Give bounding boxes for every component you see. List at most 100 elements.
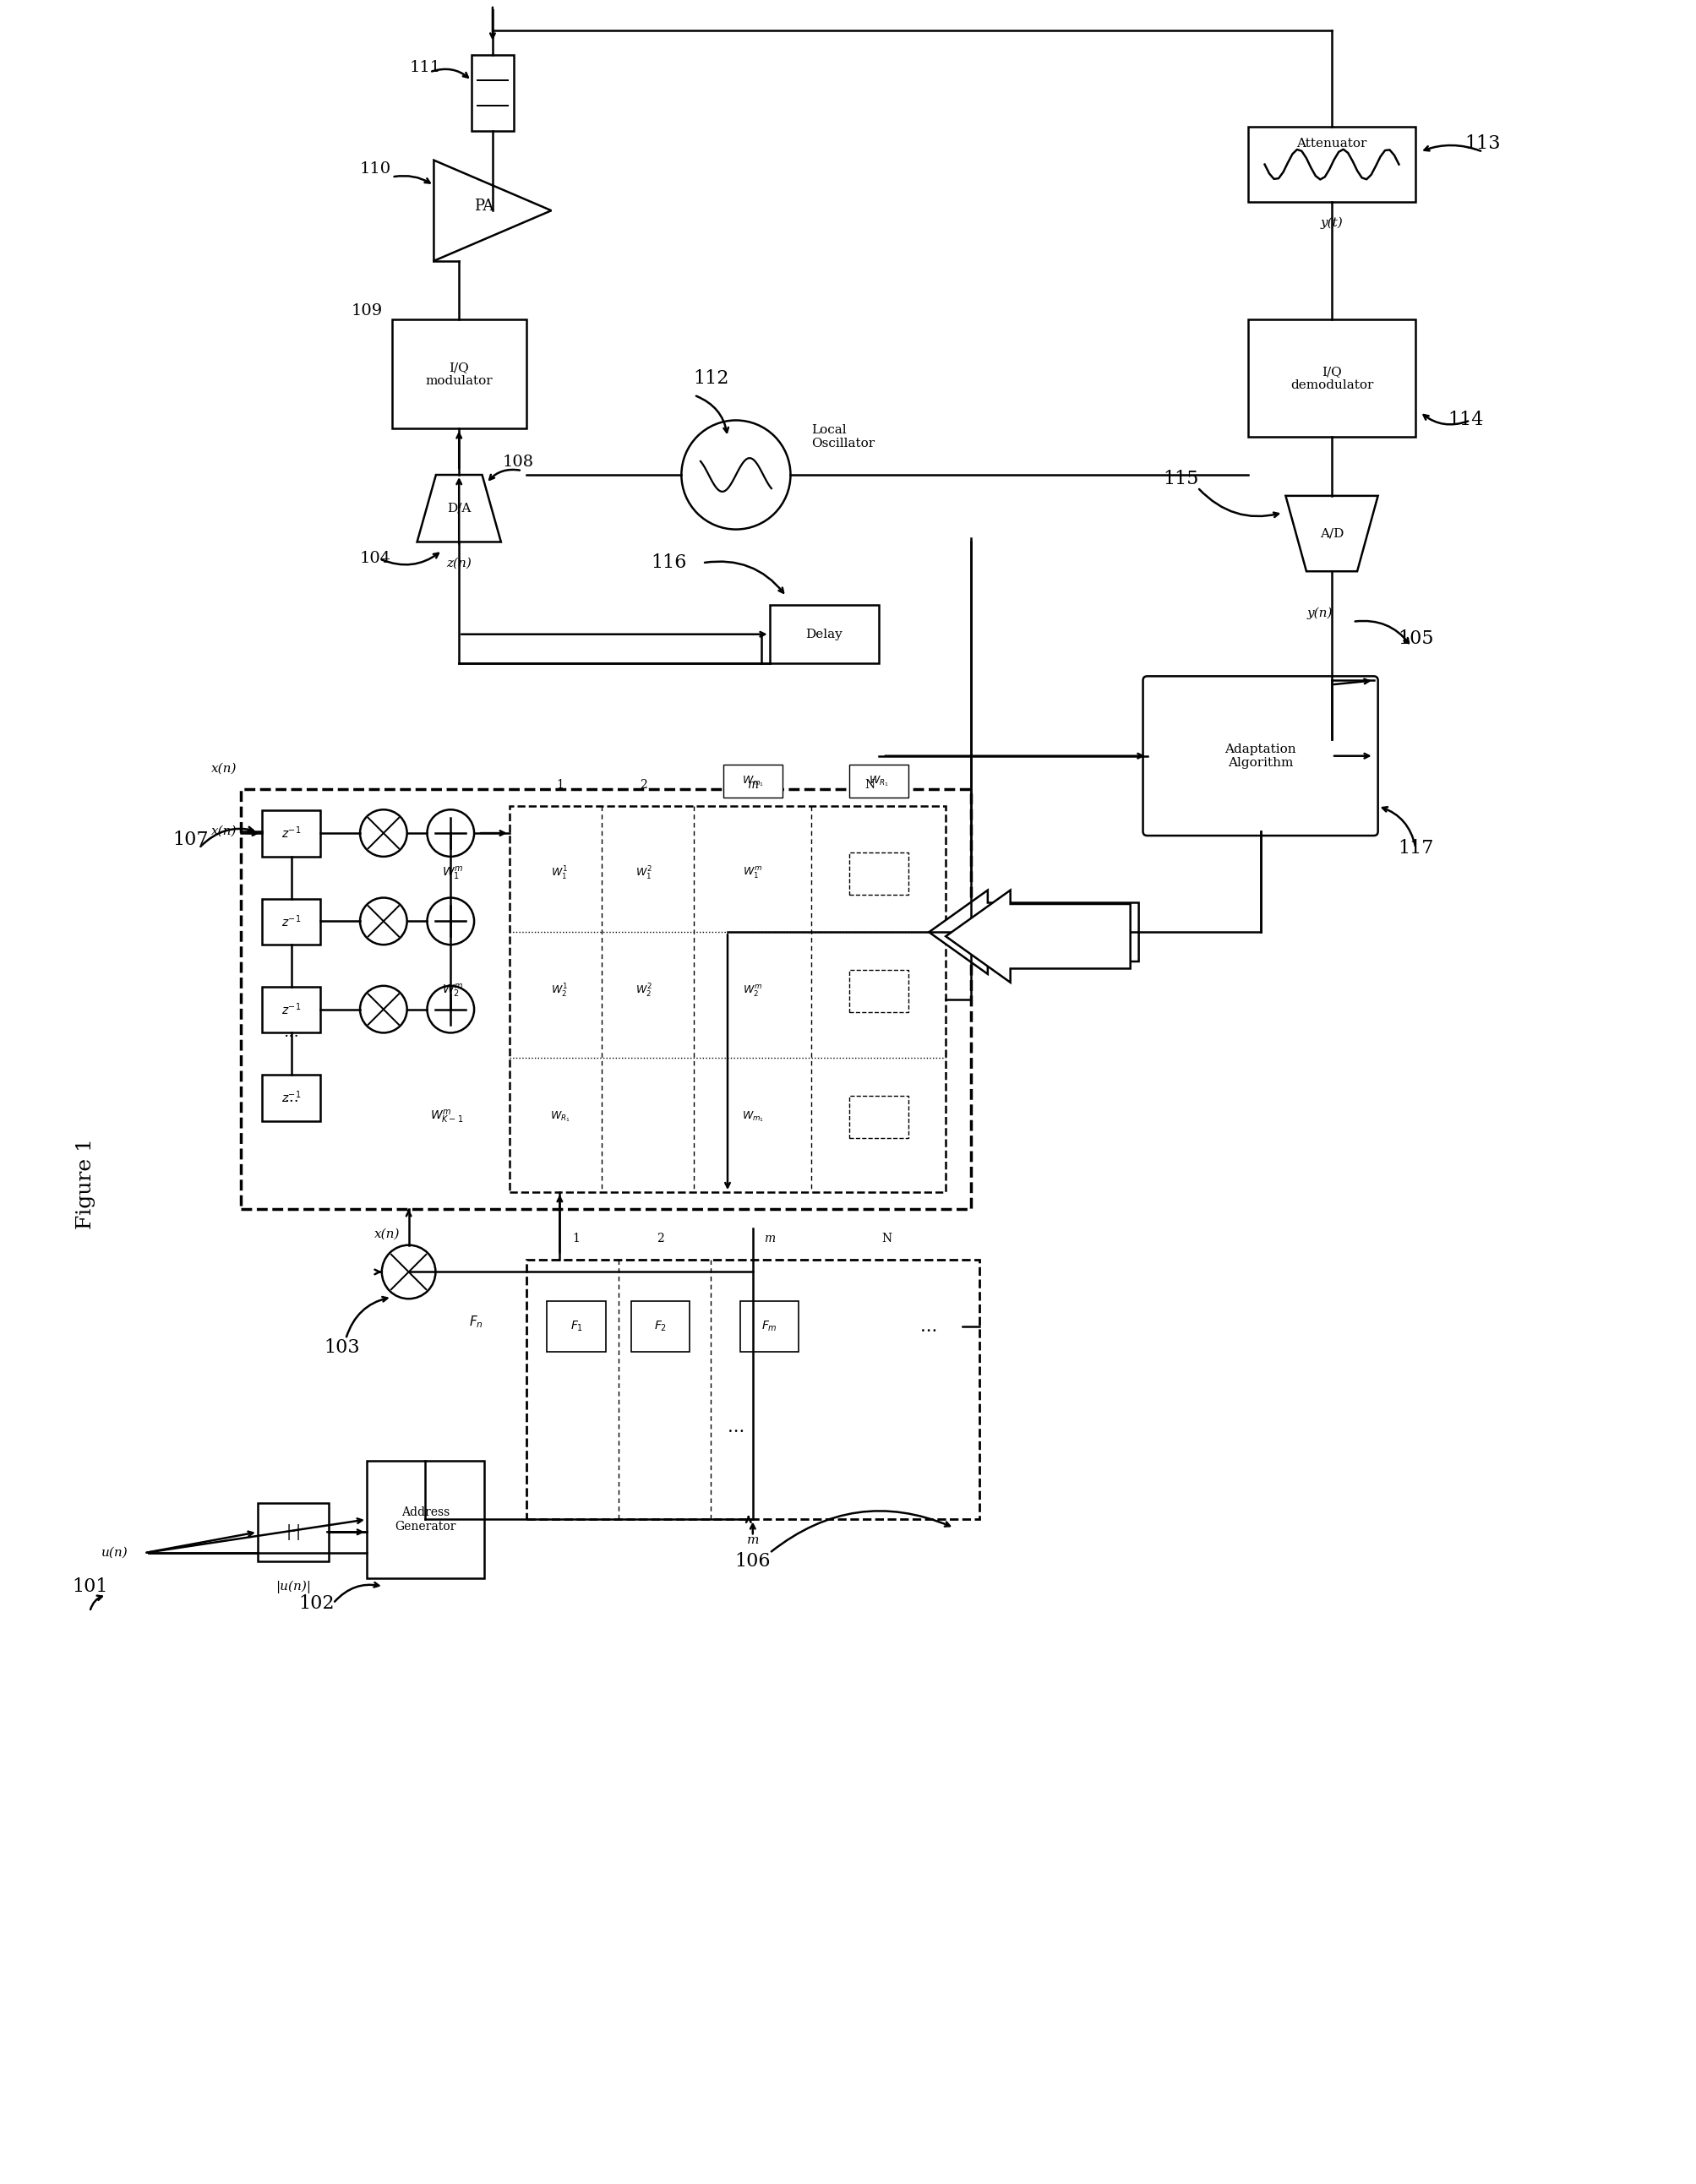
Bar xyxy=(366,1461,483,1579)
Circle shape xyxy=(427,898,473,946)
Text: N: N xyxy=(882,1232,892,1245)
Circle shape xyxy=(427,985,473,1033)
Text: ...: ... xyxy=(919,1319,938,1334)
Circle shape xyxy=(682,419,790,529)
Text: m: m xyxy=(746,1535,758,1546)
Bar xyxy=(258,1503,329,1562)
Text: $W_2^2$: $W_2^2$ xyxy=(634,983,651,1000)
Text: 117: 117 xyxy=(1398,839,1433,858)
Text: $z^{-1}$: $z^{-1}$ xyxy=(282,826,300,841)
Text: $W_{m_1}$: $W_{m_1}$ xyxy=(741,773,763,788)
Text: u(n): u(n) xyxy=(102,1546,129,1559)
Text: $z^{-1}$: $z^{-1}$ xyxy=(282,1090,300,1105)
Bar xyxy=(241,788,970,1210)
Text: 101: 101 xyxy=(71,1577,107,1597)
Circle shape xyxy=(360,810,407,856)
Text: 105: 105 xyxy=(1398,629,1433,649)
Bar xyxy=(261,810,321,856)
Text: ...: ... xyxy=(728,1420,745,1435)
Text: 113: 113 xyxy=(1464,133,1499,153)
Text: D/A: D/A xyxy=(446,502,471,513)
Text: |$\cdot$|: |$\cdot$| xyxy=(285,1522,300,1542)
Text: $F_1$: $F_1$ xyxy=(570,1319,583,1334)
Text: Address
Generator: Address Generator xyxy=(395,1507,456,1533)
Text: y(n): y(n) xyxy=(1306,607,1331,620)
Bar xyxy=(261,898,321,946)
Bar xyxy=(261,987,321,1033)
Circle shape xyxy=(427,810,473,856)
Text: Figure 1: Figure 1 xyxy=(76,1138,95,1230)
Text: $F_m$: $F_m$ xyxy=(762,1319,777,1334)
Text: $W_2^1$: $W_2^1$ xyxy=(551,983,568,1000)
Text: Adaptation
Algorithm: Adaptation Algorithm xyxy=(1225,743,1296,769)
Text: $F_2$: $F_2$ xyxy=(653,1319,667,1334)
Text: N: N xyxy=(865,780,875,791)
Bar xyxy=(848,764,907,797)
Polygon shape xyxy=(434,159,551,260)
Text: m: m xyxy=(746,780,758,791)
Text: 111: 111 xyxy=(409,61,441,76)
Bar xyxy=(631,1302,690,1352)
Text: 115: 115 xyxy=(1162,470,1197,489)
Text: x(n): x(n) xyxy=(375,1227,400,1241)
Text: 2: 2 xyxy=(639,780,648,791)
Text: Local
Oscillator: Local Oscillator xyxy=(811,424,875,450)
Text: I/Q
modulator: I/Q modulator xyxy=(426,360,492,387)
Text: $W_{R_1}$: $W_{R_1}$ xyxy=(868,773,889,788)
Circle shape xyxy=(360,985,407,1033)
Text: I/Q
demodulator: I/Q demodulator xyxy=(1289,365,1372,391)
Text: ...: ... xyxy=(283,1090,298,1105)
Text: |u(n)|: |u(n)| xyxy=(275,1579,310,1592)
Bar xyxy=(739,1302,799,1352)
Bar xyxy=(848,1096,907,1138)
Polygon shape xyxy=(417,474,500,542)
Text: 1: 1 xyxy=(573,1232,580,1245)
Text: Attenuator: Attenuator xyxy=(1296,138,1367,149)
Text: 1: 1 xyxy=(556,780,563,791)
Text: 108: 108 xyxy=(502,454,533,470)
Text: 104: 104 xyxy=(360,550,390,566)
Circle shape xyxy=(360,898,407,946)
Text: $W_1^2$: $W_1^2$ xyxy=(634,865,651,882)
Text: $z^{-1}$: $z^{-1}$ xyxy=(282,1002,300,1018)
Text: x(n): x(n) xyxy=(210,762,236,775)
Text: ...: ... xyxy=(283,1024,298,1040)
Text: PA: PA xyxy=(475,199,494,214)
Text: 110: 110 xyxy=(360,162,390,177)
Bar xyxy=(848,970,907,1011)
Text: 114: 114 xyxy=(1447,411,1484,430)
Text: 107: 107 xyxy=(173,830,209,850)
Text: $W_1^m$: $W_1^m$ xyxy=(441,865,463,882)
Text: 112: 112 xyxy=(692,369,728,387)
Text: $W_{R_1}$: $W_{R_1}$ xyxy=(550,1109,570,1125)
Text: 106: 106 xyxy=(734,1553,770,1570)
Text: $W_{K-1}^m$: $W_{K-1}^m$ xyxy=(429,1107,463,1125)
FancyBboxPatch shape xyxy=(1143,677,1377,836)
Bar xyxy=(526,1260,979,1520)
Text: $W_1^m$: $W_1^m$ xyxy=(743,867,762,880)
Bar xyxy=(546,1302,605,1352)
Text: 109: 109 xyxy=(351,304,382,319)
Bar xyxy=(509,806,945,1192)
Polygon shape xyxy=(928,891,1138,974)
Bar xyxy=(1247,127,1414,203)
Text: $F_n$: $F_n$ xyxy=(468,1315,483,1330)
Bar xyxy=(848,852,907,895)
Text: 116: 116 xyxy=(651,555,687,572)
Bar xyxy=(471,55,514,131)
Text: $z^{-1}$: $z^{-1}$ xyxy=(282,913,300,928)
Text: z(n): z(n) xyxy=(446,557,471,568)
Text: x(n): x(n) xyxy=(210,826,236,836)
Polygon shape xyxy=(945,891,1130,983)
Text: $W_2^m$: $W_2^m$ xyxy=(441,983,463,1000)
Circle shape xyxy=(382,1245,436,1299)
Bar xyxy=(392,319,526,428)
Text: 2: 2 xyxy=(656,1232,663,1245)
Text: Delay: Delay xyxy=(806,629,843,640)
Text: $W_2^m$: $W_2^m$ xyxy=(743,983,762,998)
Bar xyxy=(722,764,782,797)
Text: 103: 103 xyxy=(324,1339,360,1356)
Bar xyxy=(261,1075,321,1120)
Bar xyxy=(770,605,879,664)
Text: 102: 102 xyxy=(298,1594,334,1612)
